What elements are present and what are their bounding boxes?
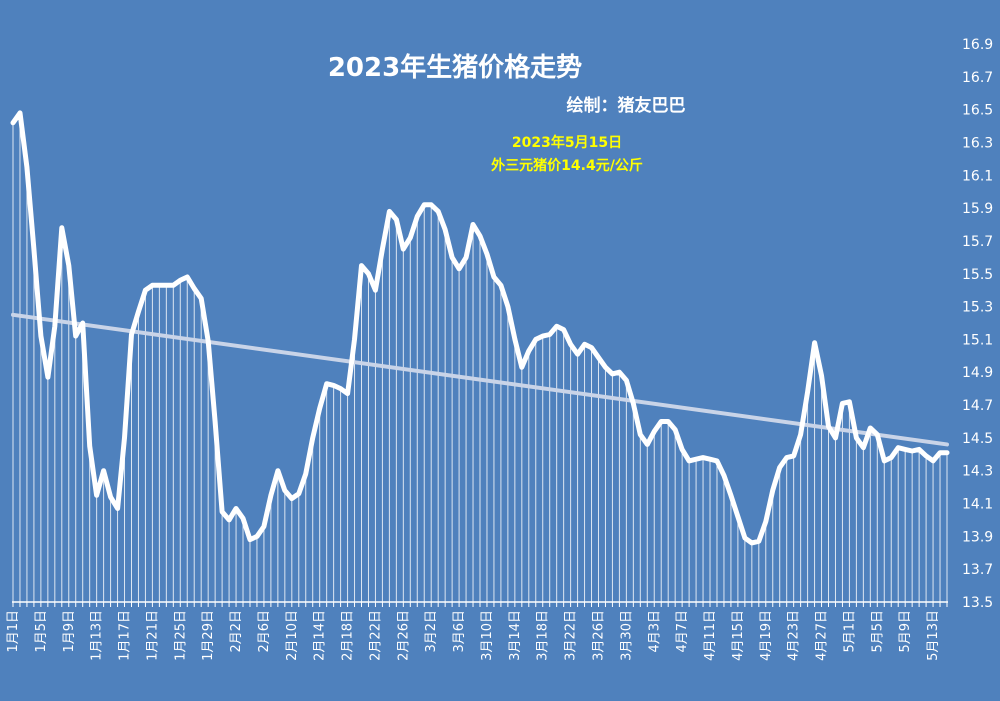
y-tick-label: 13.7	[962, 562, 993, 578]
y-tick-label: 14.7	[962, 398, 993, 414]
x-tick-label: 1月17日	[118, 610, 133, 661]
annotation-price: 外三元猪价14.4元/公斤	[491, 157, 643, 174]
x-axis-ticks: 1月1日 1月5日 1月9日 1月13日 1月17日 1月21日 1月25日 1月29日 2月2…	[6, 602, 948, 661]
price-series-line	[10, 110, 950, 546]
y-tick-label: 15.1	[962, 332, 993, 348]
y-tick-label: 16.7	[962, 70, 993, 86]
y-tick-label: 13.5	[962, 595, 993, 611]
x-tick-label: 3月18日	[536, 610, 551, 661]
y-tick-label: 14.9	[962, 365, 993, 381]
x-tick-label: 4月11日	[703, 610, 718, 661]
x-tick-label: 2月14日	[313, 610, 328, 661]
drop-lines	[12, 112, 948, 602]
chart-title: 2023年生猪价格走势	[328, 52, 582, 83]
x-tick-label: 3月10日	[480, 610, 495, 661]
x-tick-label: 4月23日	[787, 610, 802, 661]
y-tick-label: 13.9	[962, 529, 993, 545]
y-tick-label: 16.5	[962, 103, 993, 119]
x-tick-label: 3月30日	[619, 610, 634, 661]
x-tick-label: 5月1日	[842, 610, 857, 653]
x-tick-label: 4月7日	[675, 610, 690, 653]
y-tick-label: 16.1	[962, 168, 993, 184]
x-tick-label: 1月25日	[173, 610, 188, 661]
y-tick-label: 15.3	[962, 300, 993, 316]
x-tick-label: 2月26日	[396, 610, 411, 661]
x-tick-label: 4月27日	[815, 610, 830, 661]
x-tick-label: 3月22日	[564, 610, 579, 661]
y-tick-label: 16.9	[962, 37, 993, 53]
x-tick-label: 1月9日	[62, 610, 77, 653]
chart-subtitle: 绘制：猪友巴巴	[567, 95, 686, 116]
x-tick-label: 1月21日	[145, 610, 160, 661]
x-tick-label: 1月13日	[90, 610, 105, 661]
y-tick-label: 15.7	[962, 234, 993, 250]
x-tick-label: 1月5日	[34, 610, 49, 653]
y-tick-label: 15.5	[962, 267, 993, 283]
y-axis-ticks: 13.5 13.7 13.9 14.1 14.3 14.5 14.7 14.9 15.1 15.3…	[962, 37, 993, 611]
x-tick-label: 2月18日	[341, 610, 356, 661]
x-tick-label: 2月22日	[368, 610, 383, 661]
x-tick-label: 5月5日	[870, 610, 885, 653]
x-tick-label: 2月10日	[285, 610, 300, 661]
x-tick-label: 1月1日	[6, 610, 21, 653]
x-tick-label: 2月2日	[229, 610, 244, 653]
x-tick-label: 3月6日	[452, 610, 467, 653]
x-tick-label: 1月29日	[201, 610, 216, 661]
annotation-date: 2023年5月15日	[512, 134, 622, 151]
x-tick-label: 4月3日	[647, 610, 662, 653]
x-tick-label: 4月19日	[759, 610, 774, 661]
x-tick-label: 5月9日	[898, 610, 913, 653]
y-tick-label: 15.9	[962, 201, 993, 217]
y-tick-label: 14.5	[962, 431, 993, 447]
x-tick-label: 5月13日	[926, 610, 941, 661]
y-tick-label: 14.3	[962, 464, 993, 480]
y-tick-label: 16.3	[962, 135, 993, 151]
x-tick-label: 2月6日	[257, 610, 272, 653]
trendline	[11, 312, 949, 447]
y-tick-label: 14.1	[962, 497, 993, 513]
x-tick-label: 4月15日	[731, 610, 746, 661]
x-tick-label: 3月2日	[424, 610, 439, 653]
x-tick-label: 3月14日	[508, 610, 523, 661]
x-tick-label: 3月26日	[591, 610, 606, 661]
